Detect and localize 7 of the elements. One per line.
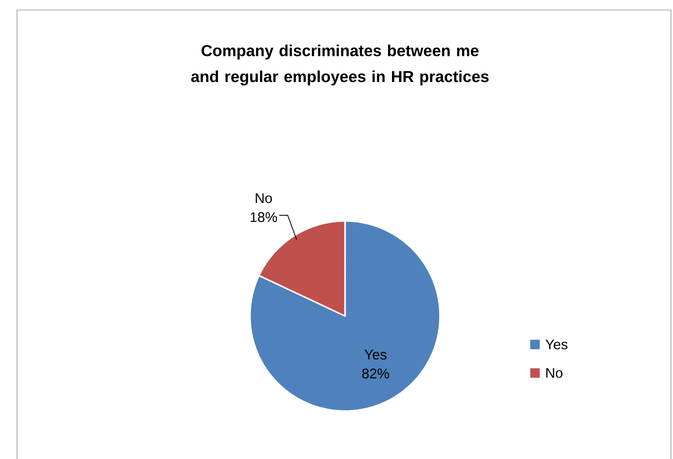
legend-label: Yes <box>545 340 568 350</box>
legend-label: No <box>546 368 562 378</box>
slice-label: No <box>256 193 272 204</box>
data-label: 18% <box>250 212 278 222</box>
data-label: 82% <box>362 368 390 378</box>
chart-title: Company discriminates between me and regular employees in HR practices <box>191 44 489 86</box>
slice-label: Yes <box>364 350 386 360</box>
